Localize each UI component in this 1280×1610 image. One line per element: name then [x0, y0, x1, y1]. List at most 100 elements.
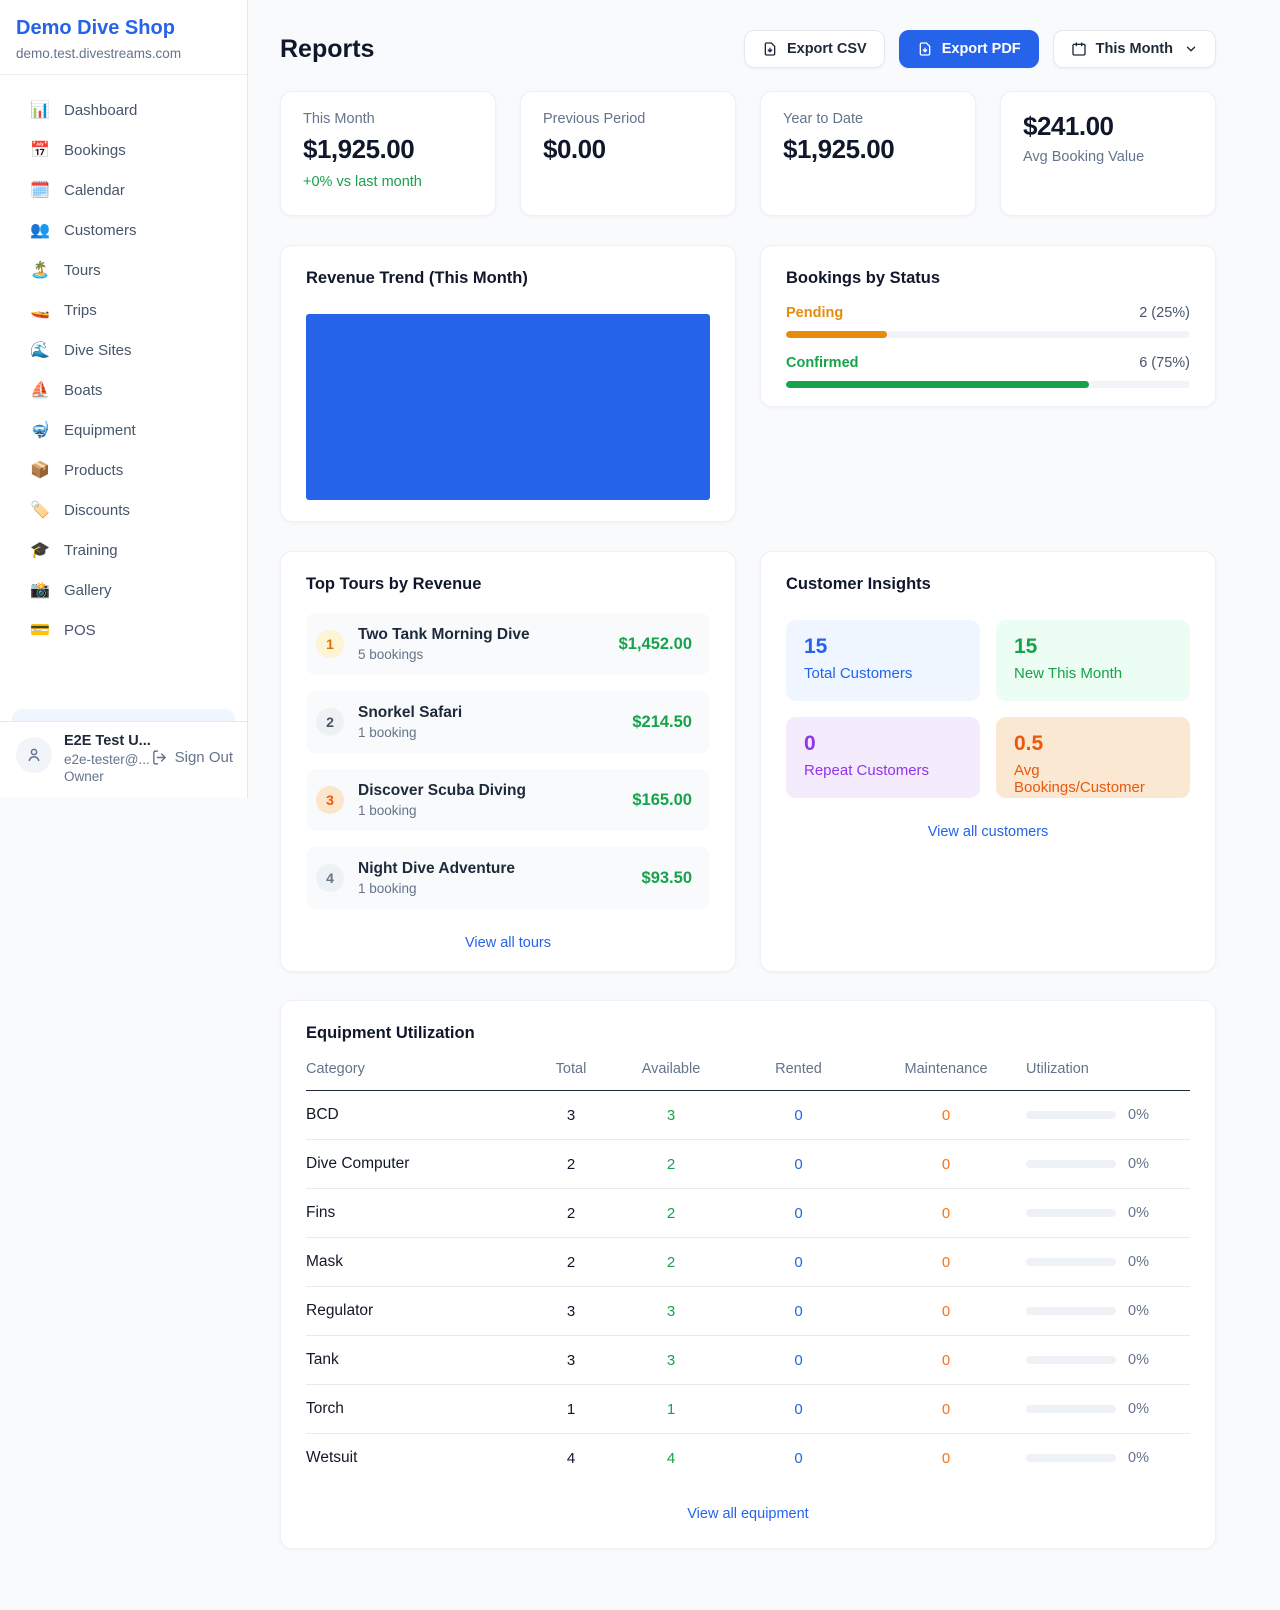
view-all-tours-link[interactable]: View all tours: [465, 935, 551, 951]
view-all-equipment-link[interactable]: View all equipment: [687, 1506, 809, 1522]
utilization-percent: 0%: [1128, 1352, 1149, 1368]
equipment-available: 3: [611, 1286, 731, 1336]
tour-rank-badge: 4: [316, 864, 344, 892]
sidebar-nav: 📊 Dashboard 📅 Bookings 🗓️ Calendar 👥 Cus…: [0, 75, 247, 709]
nav-item-icon: 🏷️: [30, 501, 50, 519]
sidebar-nav-item[interactable]: 🏷️ Discounts: [12, 492, 235, 529]
equipment-table: Category Total Available Rented Maintena…: [306, 1061, 1190, 1482]
tour-row: 2 Snorkel Safari 1 booking $214.50: [306, 691, 710, 753]
stat-card: Previous Period $0.00: [520, 91, 736, 216]
sidebar-item-reports-active[interactable]: [12, 709, 235, 721]
revenue-trend-card: Revenue Trend (This Month): [280, 245, 736, 522]
status-count: 6 (75%): [1139, 355, 1190, 371]
equipment-category: Tank: [306, 1335, 531, 1385]
stat-value: $0.00: [543, 134, 606, 164]
tour-name: Discover Scuba Diving: [358, 782, 526, 799]
col-rented: Rented: [731, 1061, 866, 1091]
nav-item-icon: 🗓️: [30, 181, 50, 199]
insight-value: 0.5: [1014, 732, 1044, 755]
equipment-rented: 0: [731, 1335, 866, 1385]
equipment-utilization-cell: 0%: [1026, 1434, 1190, 1483]
brand-name: Demo Dive Shop: [16, 17, 175, 39]
insight-tile: 0 Repeat Customers: [786, 717, 980, 798]
sidebar-nav-item[interactable]: 🗓️ Calendar: [12, 172, 235, 209]
nav-item-icon: 🎓: [30, 541, 50, 559]
nav-item-icon: 📊: [30, 101, 50, 119]
tour-rows: 1 Two Tank Morning Dive 5 bookings $1,45…: [306, 613, 710, 909]
stat-label: This Month: [303, 111, 375, 127]
status-progress-fill: [786, 331, 887, 338]
sidebar-nav-item[interactable]: 🏝️ Tours: [12, 252, 235, 289]
sidebar-nav-item[interactable]: ⛵ Boats: [12, 372, 235, 409]
nav-item-label: Calendar: [64, 182, 125, 199]
equipment-available: 1: [611, 1384, 731, 1434]
sidebar-nav-item[interactable]: 📅 Bookings: [12, 132, 235, 169]
equipment-available: 3: [611, 1335, 731, 1385]
nav-item-icon: 🌊: [30, 341, 50, 359]
equipment-table-header: Category Total Available Rented Maintena…: [306, 1061, 1190, 1091]
sidebar-nav-item[interactable]: 🌊 Dive Sites: [12, 332, 235, 369]
equipment-row: Dive Computer 2 2 0 0 0%: [306, 1139, 1190, 1189]
tour-rank-badge: 1: [316, 630, 344, 658]
tour-name: Snorkel Safari: [358, 704, 463, 721]
nav-item-icon: 📦: [30, 461, 50, 479]
stat-cards: This Month $1,925.00 +0% vs last month P…: [280, 91, 1216, 216]
export-pdf-button[interactable]: Export PDF: [898, 30, 1039, 68]
sidebar-nav-item[interactable]: 🚤 Trips: [12, 292, 235, 329]
equipment-utilization-cell: 0%: [1026, 1384, 1190, 1434]
insight-tile: 0.5 Avg Bookings/Customer: [996, 717, 1190, 798]
equipment-total: 2: [531, 1188, 611, 1238]
sidebar: Demo Dive Shop demo.test.divestreams.com…: [0, 0, 248, 798]
view-all-customers-link[interactable]: View all customers: [927, 824, 1049, 840]
status-progress-fill: [786, 381, 1089, 388]
stat-label: Year to Date: [783, 111, 864, 127]
utilization-percent: 0%: [1128, 1254, 1149, 1270]
user-email: e2e-tester@...: [64, 752, 150, 767]
equipment-available: 2: [611, 1188, 731, 1238]
equipment-row: Tank 3 3 0 0 0%: [306, 1335, 1190, 1385]
period-dropdown[interactable]: This Month: [1052, 30, 1216, 68]
equipment-utilization-cell: 0%: [1026, 1286, 1190, 1336]
sidebar-nav-item[interactable]: 👥 Customers: [12, 212, 235, 249]
equipment-utilization-card: Equipment Utilization Category Total Ava…: [280, 1000, 1216, 1549]
sign-out-button[interactable]: Sign Out: [151, 733, 233, 766]
nav-item-icon: 🤿: [30, 421, 50, 439]
sidebar-nav-item[interactable]: 💳 POS: [12, 612, 235, 649]
nav-item-icon: 👥: [30, 221, 50, 239]
tour-row: 3 Discover Scuba Diving 1 booking $165.0…: [306, 769, 710, 831]
equipment-total: 3: [531, 1335, 611, 1385]
equipment-total: 1: [531, 1384, 611, 1434]
sidebar-nav-item[interactable]: 📊 Dashboard: [12, 92, 235, 129]
equipment-rented: 0: [731, 1237, 866, 1287]
sidebar-nav-item[interactable]: 🎓 Training: [12, 532, 235, 569]
export-csv-button[interactable]: Export CSV: [743, 30, 885, 68]
topbar-actions: Export CSV Export PDF This Month: [743, 30, 1216, 68]
status-row: Pending 2 (25%): [786, 305, 1190, 338]
customer-insights-title: Customer Insights: [786, 575, 931, 593]
equipment-utilization-title: Equipment Utilization: [306, 1024, 475, 1042]
chevron-down-icon: [1186, 46, 1196, 52]
sidebar-nav-item[interactable]: 🤿 Equipment: [12, 412, 235, 449]
nav-item-icon: 📅: [30, 141, 50, 159]
nav-item-label: Boats: [64, 382, 103, 399]
equipment-available: 4: [666, 1449, 676, 1467]
file-download-icon: [919, 42, 931, 56]
stat-label: Previous Period: [543, 111, 646, 127]
status-label: Confirmed: [786, 355, 859, 371]
insight-label: Repeat Customers: [804, 762, 930, 779]
equipment-utilization-cell: 0%: [1026, 1237, 1190, 1287]
export-pdf-label: Export PDF: [941, 41, 1021, 57]
equipment-row: Mask 2 2 0 0 0%: [306, 1237, 1190, 1287]
equipment-category: Mask: [306, 1237, 531, 1287]
nav-item-label: Tours: [64, 262, 101, 279]
nav-item-label: Customers: [64, 222, 137, 239]
equipment-total: 3: [531, 1286, 611, 1336]
sidebar-nav-item[interactable]: 📦 Products: [12, 452, 235, 489]
export-csv-label: Export CSV: [786, 41, 867, 57]
equipment-category: Regulator: [306, 1286, 531, 1336]
utilization-percent: 0%: [1128, 1450, 1149, 1466]
status-count: 2 (25%): [1139, 305, 1190, 321]
sidebar-nav-item[interactable]: 📸 Gallery: [12, 572, 235, 609]
nav-item-icon: ⛵: [30, 381, 50, 399]
nav-item-icon: 📸: [30, 581, 50, 599]
